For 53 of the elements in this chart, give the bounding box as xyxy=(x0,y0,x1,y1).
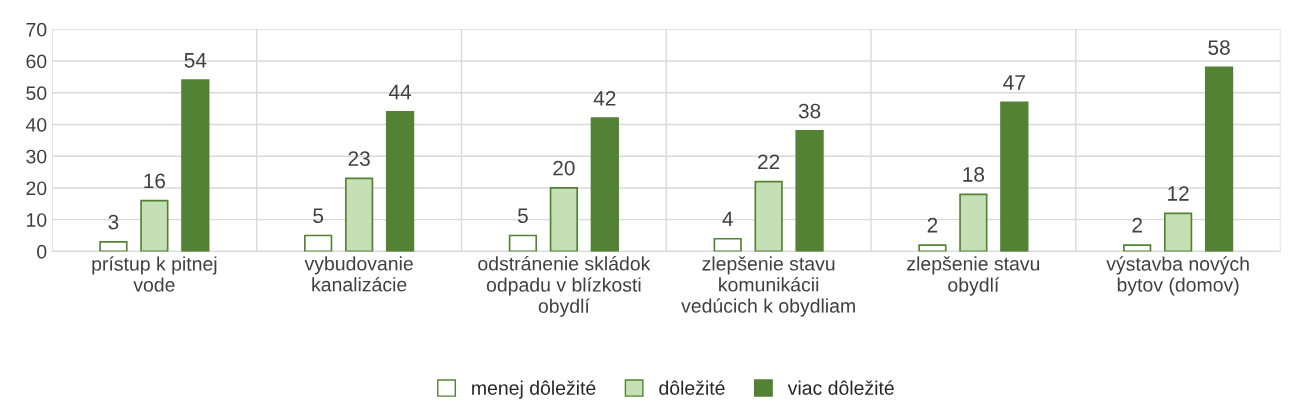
legend-label: dôležité xyxy=(659,380,725,395)
data-label: 16 xyxy=(144,173,166,189)
legend-label: viac dôležité xyxy=(787,380,894,395)
bar xyxy=(1204,66,1234,252)
bar xyxy=(344,177,374,252)
data-label: 2 xyxy=(927,217,938,233)
data-label: 3 xyxy=(108,214,119,230)
bar xyxy=(754,180,783,252)
bar xyxy=(918,244,947,252)
y-tick-label: 10 xyxy=(27,213,47,227)
x-tick-label: vybudovanie kanalizácie xyxy=(304,256,413,292)
bar xyxy=(590,117,619,252)
x-tick-label: zlepšenie stavu komunikácii vedúcich k obydliam xyxy=(681,256,855,317)
bar xyxy=(140,199,169,252)
y-tick-label: 70 xyxy=(26,22,47,37)
y-tick-label: 30 xyxy=(26,149,47,164)
data-label: 58 xyxy=(1208,40,1230,55)
bar xyxy=(795,130,824,252)
x-tick-label: odstránenie skládok odpadu v blízkosti obydlí xyxy=(478,256,651,317)
data-label: 2 xyxy=(1132,217,1142,233)
bar xyxy=(304,234,333,252)
bar xyxy=(959,193,988,252)
bar xyxy=(385,110,415,252)
data-label: 12 xyxy=(1168,186,1189,201)
data-label: 5 xyxy=(517,208,528,224)
y-tick-label: 40 xyxy=(25,117,47,132)
bar xyxy=(713,237,742,252)
data-label: 5 xyxy=(313,208,324,224)
data-label: 47 xyxy=(1003,75,1025,90)
data-label: 4 xyxy=(722,211,733,227)
y-tick-label: 60 xyxy=(26,54,47,69)
x-tick-label: zlepšenie stavu obydlí xyxy=(907,256,1040,296)
x-tick-label: výstavba nových bytov (domov) xyxy=(1106,256,1249,296)
data-label: 20 xyxy=(553,160,575,176)
data-label: 42 xyxy=(593,90,616,106)
bar xyxy=(1123,244,1152,252)
y-tick-label: 0 xyxy=(37,244,47,259)
data-label: 23 xyxy=(348,151,370,166)
bar xyxy=(1000,101,1029,252)
data-label: 18 xyxy=(963,167,985,182)
data-label: 54 xyxy=(184,53,207,68)
legend-label: menej dôležité xyxy=(472,380,596,399)
y-tick-label: 20 xyxy=(26,181,47,196)
bar xyxy=(549,187,579,252)
data-label: 22 xyxy=(758,154,780,169)
y-tick-label: 50 xyxy=(26,86,47,101)
bar xyxy=(1163,212,1193,252)
x-tick-label: prístup k pitnej vode xyxy=(92,256,217,292)
data-label: 44 xyxy=(388,84,412,100)
bar xyxy=(181,79,210,252)
data-label: 38 xyxy=(798,103,821,119)
bar xyxy=(99,241,128,252)
bar xyxy=(508,234,538,252)
